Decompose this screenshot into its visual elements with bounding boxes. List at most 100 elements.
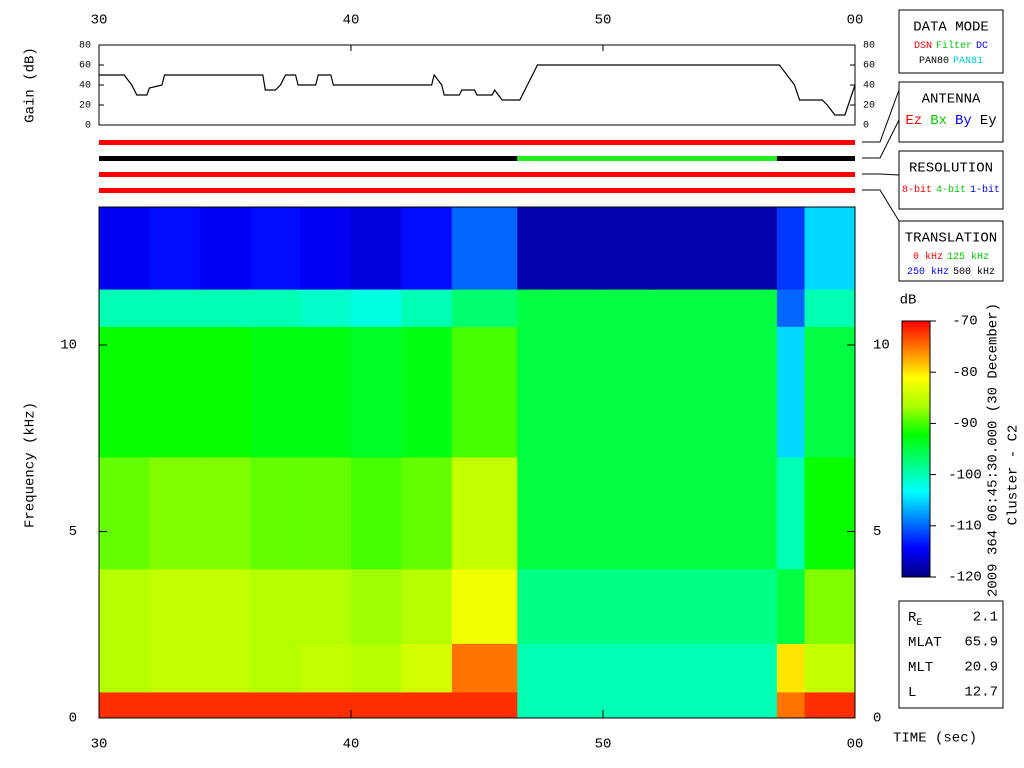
heat-cell: [703, 568, 778, 644]
annotation: Cluster - C2: [1006, 425, 1022, 526]
legend-row: DSN Filter DC: [914, 40, 988, 52]
legend-box: [898, 81, 1004, 143]
heat-cell: [703, 207, 778, 290]
legend-item: By: [955, 113, 972, 129]
heat-cell: [351, 691, 402, 719]
legend-item: 4-bit: [936, 184, 966, 196]
heat-cell: [149, 456, 201, 570]
x-tick-label: 00: [847, 13, 864, 29]
heat-cell: [552, 207, 604, 290]
legend-item: PAN80: [919, 56, 949, 67]
connector: [862, 173, 900, 176]
legend-title: TRANSLATION: [905, 231, 997, 247]
annotation: 2009 364 06:45:30.000 (30 December): [986, 303, 1002, 597]
y-tick-label: 0: [69, 711, 77, 727]
heat-cell: [451, 207, 518, 290]
y-tick-label: 10: [873, 338, 890, 354]
legend-item: DSN: [914, 41, 932, 52]
info-label-subscript: E: [916, 618, 922, 629]
heat-cell: [804, 643, 856, 693]
heat-cell: [804, 456, 856, 570]
heat-cell: [199, 207, 251, 290]
y-tick-label: 80: [79, 41, 91, 52]
legend-item: 500 kHz: [953, 266, 995, 278]
heat-cell: [300, 643, 352, 693]
heat-cell: [451, 691, 518, 719]
info-label: L: [908, 685, 916, 701]
y-axis-label: Frequency (kHz): [23, 402, 39, 528]
y-tick-label: 0: [863, 121, 869, 132]
heat-cell: [99, 289, 150, 327]
colorbar-tick-label: -70: [952, 314, 977, 330]
legend-item: Ez: [905, 113, 922, 129]
legend-row: 250 kHz 500 kHz: [907, 266, 995, 278]
status-segment: [99, 188, 855, 193]
heat-cell: [804, 691, 856, 719]
legend-title: ANTENNA: [922, 92, 981, 108]
heat-cell: [451, 289, 518, 327]
heat-cell: [603, 456, 654, 570]
status-segment: [776, 156, 855, 161]
heat-cell: [351, 568, 402, 644]
legend-item: 8-bit: [902, 184, 932, 196]
info-value: 65.9: [964, 635, 998, 651]
heat-cell: [517, 691, 554, 719]
colorbar-tick-label: -80: [952, 365, 977, 381]
heat-cell: [653, 326, 705, 458]
heat-cell: [351, 456, 402, 570]
heat-cell: [149, 568, 201, 644]
heat-cell: [653, 691, 705, 719]
heat-cell: [99, 326, 150, 458]
heat-cell: [703, 456, 778, 570]
heat-cell: [603, 568, 654, 644]
colorbar-tick-label: -90: [952, 416, 977, 432]
x-tick-label: 40: [343, 737, 360, 753]
heat-cell: [250, 568, 302, 644]
x-axis-label: TIME (sec): [893, 731, 977, 747]
legend-item: 125 kHz: [947, 251, 989, 263]
heat-cell: [300, 326, 352, 458]
info-label: MLT: [908, 660, 933, 676]
legend-title: RESOLUTION: [909, 161, 993, 177]
heat-cell: [250, 691, 302, 719]
info-label-text: L: [908, 685, 916, 701]
heat-cell: [99, 207, 150, 290]
connector: [862, 89, 900, 143]
legend-row: 0 kHz 125 kHz: [913, 251, 989, 263]
heat-cell: [552, 326, 604, 458]
heat-cell: [250, 326, 302, 458]
heat-cell: [149, 289, 201, 327]
legend-row: 8-bit 4-bit 1-bit: [902, 184, 1000, 196]
status-segment: [99, 156, 518, 161]
info-label-text: MLAT: [908, 635, 942, 651]
heat-cell: [149, 643, 201, 693]
heat-cell: [552, 456, 604, 570]
info-label: MLAT: [908, 635, 942, 651]
heat-cell: [401, 691, 453, 719]
heat-cell: [250, 207, 302, 290]
connectors: [862, 89, 900, 222]
info-label-text: R: [908, 610, 917, 626]
info-label-text: MLT: [908, 660, 933, 676]
heat-cell: [351, 289, 402, 327]
legend-item: DC: [976, 41, 988, 52]
status-segment: [99, 172, 855, 177]
heat-cell: [552, 568, 604, 644]
heat-cell: [517, 326, 554, 458]
legend-item: PAN81: [953, 56, 983, 67]
heat-cell: [603, 207, 654, 290]
heat-cell: [199, 568, 251, 644]
heat-cell: [451, 568, 518, 644]
heat-cell: [250, 643, 302, 693]
heat-cell: [199, 289, 251, 327]
heat-cell: [401, 643, 453, 693]
heat-cell: [653, 568, 705, 644]
heat-cell: [776, 456, 806, 570]
heat-cell: [300, 691, 352, 719]
connector: [862, 119, 900, 159]
heat-cell: [653, 456, 705, 570]
info-value: 2.1: [973, 610, 998, 626]
heat-cell: [401, 289, 453, 327]
heat-cell: [300, 456, 352, 570]
